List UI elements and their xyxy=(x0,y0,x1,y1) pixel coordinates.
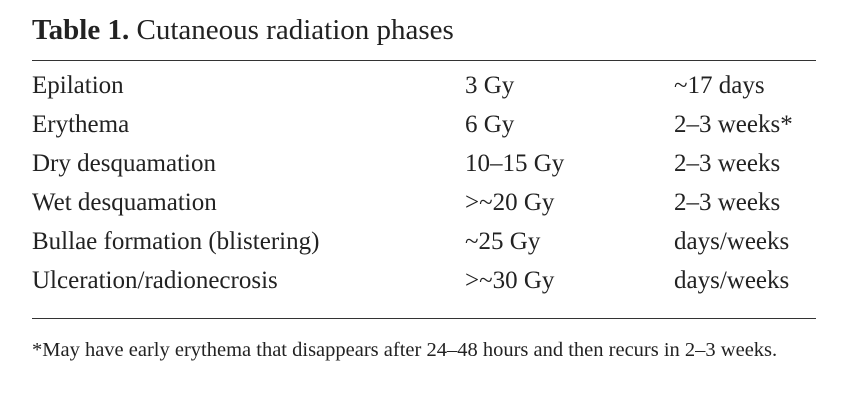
table-cell: Epilation xyxy=(32,72,124,99)
table-cell: 2–3 weeks* xyxy=(674,111,793,138)
table-row: Ulceration/radionecrosis >~30 Gy days/week… xyxy=(32,267,816,306)
table-cell: 2–3 weeks xyxy=(674,189,781,216)
table-cell: 2–3 weeks xyxy=(674,150,781,177)
table-cell: days/weeks xyxy=(674,228,790,255)
table-row: Dry desquamation 10–15 Gy 2–3 weeks xyxy=(32,150,816,189)
table-cell: 3 Gy xyxy=(465,72,515,99)
bottom-rule xyxy=(32,318,816,319)
title-label: Table 1. xyxy=(32,14,130,46)
table-title: Table 1. Cutaneous radiation phases xyxy=(32,14,454,47)
table-row: Bullae formation (blistering) ~25 Gy days/… xyxy=(32,228,816,267)
table-cell: 6 Gy xyxy=(465,111,515,138)
table-cell: 10–15 Gy xyxy=(465,150,565,177)
table-body: Epilation 3 Gy ~17 days Erythema 6 Gy 2–3 wee… xyxy=(32,72,816,306)
table-cell: Erythema xyxy=(32,111,130,138)
top-rule xyxy=(32,60,816,61)
table-row: Epilation 3 Gy ~17 days xyxy=(32,72,816,111)
table-cell: ~17 days xyxy=(674,72,765,99)
table-cell: Dry desquamation xyxy=(32,150,216,177)
table-cell: Ulceration/radionecrosis xyxy=(32,267,278,294)
table-cell: Bullae formation (blistering) xyxy=(32,228,320,255)
title-text: Cutaneous radiation phases xyxy=(136,14,454,46)
table-row: Erythema 6 Gy 2–3 weeks* xyxy=(32,111,816,150)
table-cell: >~30 Gy xyxy=(465,267,555,294)
table-row: Wet desquamation >~20 Gy 2–3 weeks xyxy=(32,189,816,228)
table-cell: Wet desquamation xyxy=(32,189,217,216)
table-cell: ~25 Gy xyxy=(465,228,541,255)
footnote: *May have early erythema that disappears… xyxy=(32,339,778,361)
table-cell: >~20 Gy xyxy=(465,189,555,216)
table-cell: days/weeks xyxy=(674,267,790,294)
